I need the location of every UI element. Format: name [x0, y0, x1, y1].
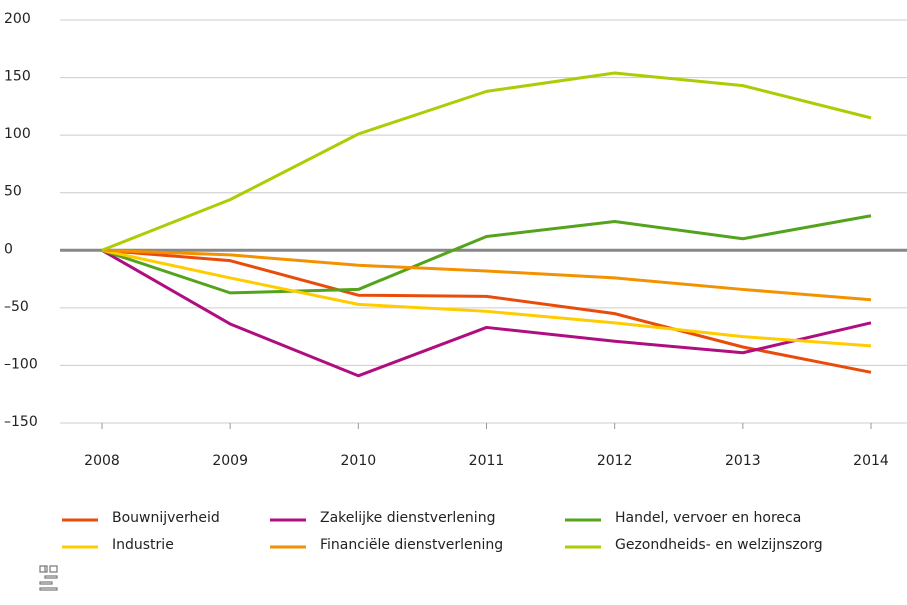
series-line — [101, 214, 872, 295]
legend-label: Gezondheids- en welzijnszorg — [615, 537, 823, 553]
series-line — [101, 248, 872, 374]
legend-label: Zakelijke dienstverlening — [320, 510, 495, 526]
logo — [39, 565, 58, 591]
y-tick-label: 50 — [4, 184, 22, 200]
x-tick-label: 2009 — [212, 453, 248, 469]
series-line — [101, 248, 872, 302]
legend-label: Financiële dienstverlening — [320, 537, 503, 553]
y-tick-label: 0 — [4, 241, 13, 257]
legend-label: Industrie — [112, 537, 174, 553]
series-line — [101, 248, 872, 378]
legend-label: Handel, vervoer en horeca — [615, 510, 801, 526]
y-tick-label: 200 — [4, 11, 31, 27]
x-tick-label: 2014 — [853, 453, 889, 469]
legend-label: Bouwnijverheid — [112, 510, 220, 526]
series-line — [101, 71, 872, 252]
y-tick-label: 100 — [4, 126, 31, 142]
x-tick-label: 2013 — [725, 453, 761, 469]
x-tick-label: 2008 — [84, 453, 120, 469]
y-tick-label: –50 — [4, 299, 29, 315]
series-line — [101, 248, 872, 348]
y-tick-label: –100 — [4, 356, 38, 372]
y-tick-label: –150 — [4, 414, 38, 430]
x-tick-label: 2012 — [597, 453, 633, 469]
x-tick-label: 2010 — [341, 453, 377, 469]
x-tick-label: 2011 — [469, 453, 505, 469]
y-tick-label: 150 — [4, 69, 31, 85]
